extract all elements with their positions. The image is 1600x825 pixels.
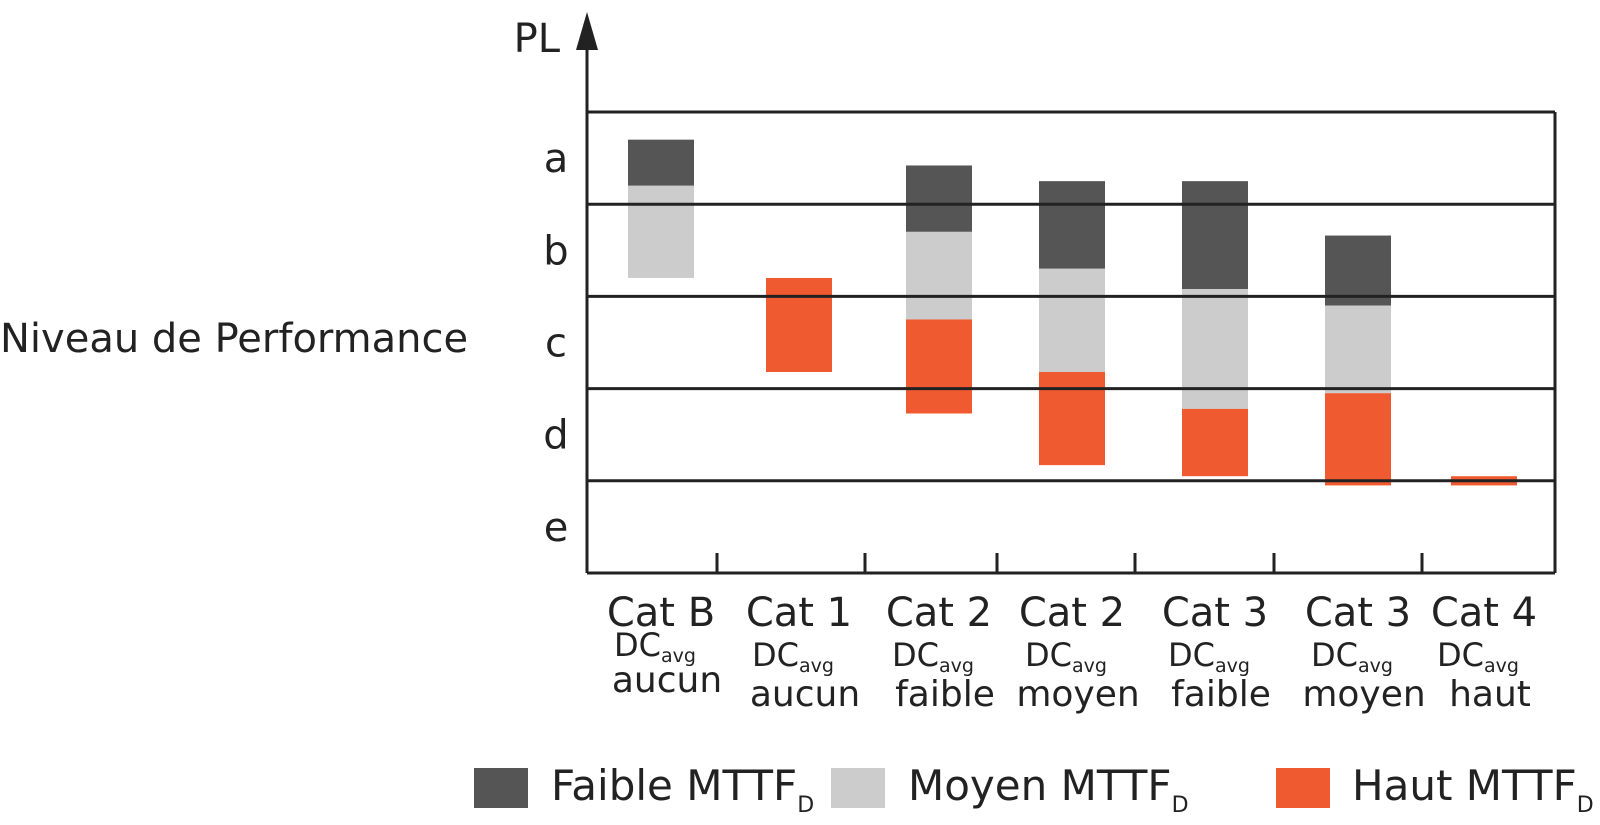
category-label-5: Cat 3 [1162,590,1268,636]
bar-mid-6 [1325,305,1391,394]
bar-high-6 [1325,393,1391,486]
y-axis-label: Niveau de Performance [0,316,468,362]
level-label-d: d [543,413,568,459]
bars-group [628,139,1517,486]
legend-label-low: Faible MTTFD [551,761,814,818]
bar-low-1 [628,139,694,186]
category-label-3: Cat 2 [886,590,992,636]
bar-low-4 [1039,181,1105,269]
legend: Faible MTTFD Moyen MTTFD Haut MTTFD [474,761,1594,818]
bar-low-5 [1182,181,1248,290]
bar-high-2 [766,277,832,373]
bar-high-5 [1182,408,1248,477]
bar-low-3 [906,165,972,232]
category-level-label-6: moyen [1302,674,1425,715]
legend-label-mid: Moyen MTTFD [908,761,1189,818]
category-level-label-5: faible [1171,674,1271,715]
bar-mid-4 [1039,268,1105,373]
y-axis-arrow [576,12,598,50]
level-label-b: b [543,228,568,274]
legend-swatch-high [1276,768,1330,808]
category-dc-label-6: DCavg [1311,636,1393,677]
category-label-4: Cat 2 [1019,590,1125,636]
category-label-2: Cat 1 [746,590,852,636]
plot-frame [576,12,1557,575]
category-label-6: Cat 3 [1305,590,1411,636]
level-label-a: a [544,136,569,182]
bar-low-6 [1325,235,1391,306]
bar-mid-5 [1182,289,1248,409]
category-label-7: Cat 4 [1431,590,1537,636]
legend-label-high: Haut MTTFD [1352,761,1594,818]
axis-title: PL [514,16,561,62]
legend-swatch-low [474,768,528,808]
category-dc-label-2: DCavg [752,636,834,677]
category-dc-label-4: DCavg [1025,636,1107,677]
legend-swatch-mid [831,768,885,808]
category-dc-label-1: DCavg [614,626,696,667]
category-level-label-4: moyen [1016,674,1139,715]
bar-high-3 [906,319,972,414]
category-level-label-3: faible [895,674,995,715]
category-level-label-1: aucun [612,660,722,701]
level-label-c: c [545,321,567,367]
category-dc-label-3: DCavg [892,636,974,677]
category-dc-label-7: DCavg [1437,636,1519,677]
bar-mid-3 [906,231,972,320]
bar-high-4 [1039,372,1105,466]
level-label-e: e [544,505,569,551]
category-level-label-2: aucun [750,674,860,715]
category-dc-label-5: DCavg [1168,636,1250,677]
category-label-1: Cat B [607,590,715,636]
bar-mid-1 [628,185,694,278]
category-level-label-7: haut [1449,674,1531,715]
